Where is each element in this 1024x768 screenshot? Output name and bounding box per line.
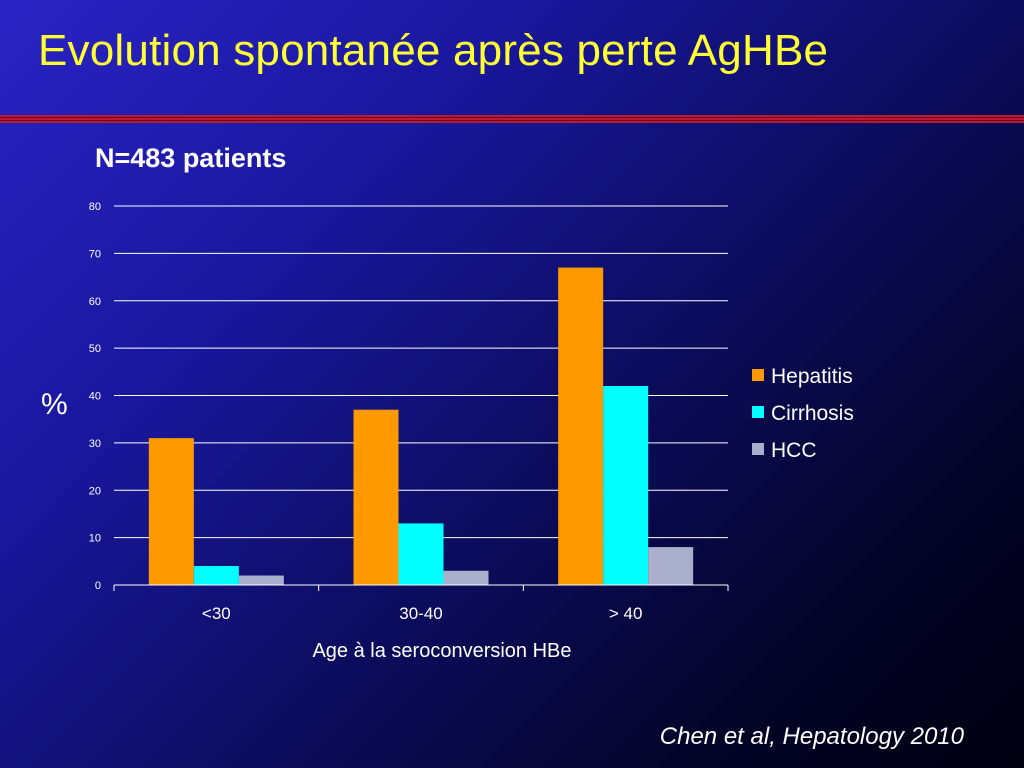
bar-hcc-2 [443, 570, 489, 585]
bar-hcc-1 [238, 575, 284, 585]
y-tick-label: 0 [95, 580, 101, 592]
legend-label-cirrhosis: Cirrhosis [771, 402, 854, 425]
y-tick-label: 50 [89, 343, 101, 355]
y-tick-label: 80 [89, 201, 101, 213]
x-axis [113, 584, 729, 591]
y-tick-label: 10 [89, 533, 101, 545]
legend: Hepatitis Cirrhosis HCC [752, 365, 854, 462]
y-tick-label: 20 [89, 485, 101, 497]
bar-chart: 0 10 20 30 40 50 60 70 80 <30 30-40 > 40 Hepatitis… [89, 201, 854, 662]
y-tick-label: 40 [89, 391, 101, 403]
y-tick-label: 70 [89, 248, 101, 260]
bar-hepatitis-1 [148, 438, 194, 585]
chart-subtitle: N=483 patients [95, 143, 287, 173]
x-tick-labels: <30 30-40 > 40 [202, 604, 643, 623]
y-tick-label: 60 [89, 296, 101, 308]
x-tick-label: > 40 [609, 604, 643, 623]
legend-label-hepatitis: Hepatitis [771, 365, 853, 388]
y-tick-label: 30 [89, 438, 101, 450]
legend-swatch-hcc [752, 443, 764, 455]
bar-cirrhosis-2 [398, 523, 444, 585]
y-tick-labels: 0 10 20 30 40 50 60 70 80 [89, 201, 101, 592]
x-tick-label: 30-40 [399, 604, 442, 623]
bar-hepatitis-3 [558, 267, 604, 585]
bars [148, 267, 694, 585]
y-axis-label: % [41, 388, 68, 421]
bar-cirrhosis-3 [603, 386, 649, 585]
legend-label-hcc: HCC [771, 439, 817, 462]
bar-cirrhosis-1 [193, 566, 239, 585]
title-divider [0, 115, 1024, 123]
legend-swatch-hepatitis [752, 369, 764, 381]
citation: Chen et al, Hepatology 2010 [659, 723, 964, 750]
x-axis-title: Age à la seroconversion HBe [312, 640, 571, 662]
bar-hepatitis-2 [353, 409, 399, 585]
slide-title: Evolution spontanée après perte AgHBe [38, 26, 829, 75]
x-tick-label: <30 [202, 604, 231, 623]
legend-swatch-cirrhosis [752, 406, 764, 418]
bar-hcc-3 [648, 547, 694, 585]
